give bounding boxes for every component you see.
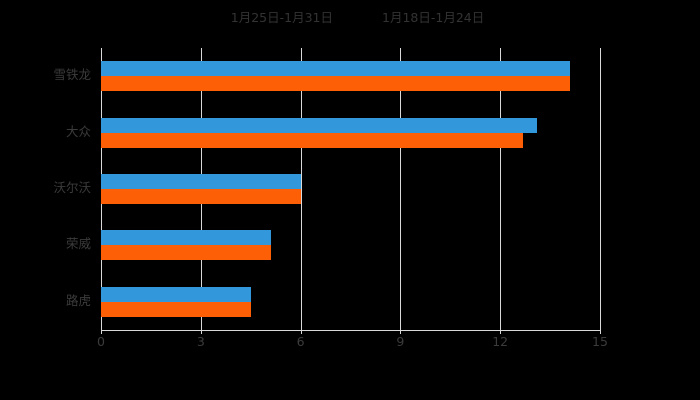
bar-路虎-series-0[interactable] [101,286,251,302]
legend-marker-square-icon [367,14,376,23]
x-tick-mark-3 [200,330,202,334]
legend-label-series-0: 1月25日-1月31日 [230,9,333,25]
x-tick-mark-9 [400,330,402,334]
y-tick-label-路虎: 路虎 [65,292,91,308]
y-tick-label-荣威: 荣威 [65,236,91,252]
x-tick-label-6: 6 [296,334,305,349]
chart-legend: 1月25日-1月31日 1月18日-1月24日 [0,5,700,31]
x-axis-labels: 0 3 6 9 12 15 [97,334,608,356]
bar-沃尔沃-series-1[interactable] [101,189,301,204]
legend-label-series-1: 1月18日-1月24日 [382,9,485,25]
bar-沃尔沃-series-0[interactable] [101,174,301,189]
x-tick-mark-6 [300,330,302,334]
gridline-x-9 [400,48,402,330]
y-tick-label-大众: 大众 [65,123,91,139]
bar-荣威-series-0[interactable] [101,230,271,246]
gridline-x-6 [300,48,302,330]
gridline-x-15 [600,48,601,330]
x-tick-label-3: 3 [196,334,205,349]
bar-雪铁龙-series-1[interactable] [101,76,571,92]
x-tick-label-15: 15 [592,334,608,349]
x-tick-mark-0 [101,330,102,334]
x-tick-label-12: 12 [492,334,509,349]
bar-路虎-series-1[interactable] [101,301,251,317]
legend-item-series-0[interactable]: 1月25日-1月31日 [216,9,333,25]
x-tick-mark-12 [500,330,502,334]
y-axis-labels: 雪铁龙大众沃尔沃荣威路虎 [0,48,91,330]
gridline-x-12 [500,48,502,330]
bar-大众-series-0[interactable] [101,117,537,133]
plot-area [101,48,601,330]
x-tick-label-9: 9 [396,334,405,349]
x-tick-mark-15 [600,330,601,334]
bar-荣威-series-1[interactable] [101,245,271,261]
legend-item-series-1[interactable]: 1月18日-1月24日 [367,9,485,25]
bar-雪铁龙-series-0[interactable] [101,61,571,77]
legend-marker-circle-icon [216,14,225,23]
y-tick-label-沃尔沃: 沃尔沃 [53,180,91,195]
x-axis-line [101,330,601,331]
y-tick-label-雪铁龙: 雪铁龙 [53,67,91,83]
bar-大众-series-1[interactable] [101,132,524,148]
x-tick-label-0: 0 [97,334,105,349]
